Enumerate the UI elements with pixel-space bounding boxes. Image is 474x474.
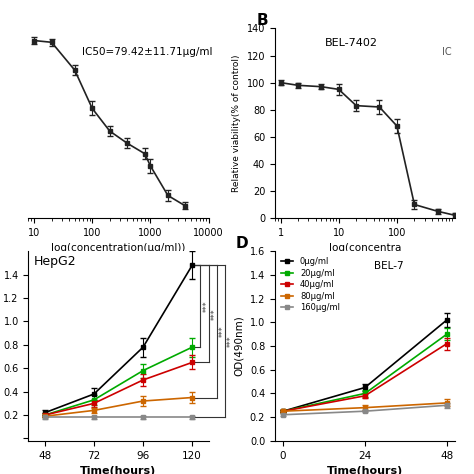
Text: D: D bbox=[235, 236, 248, 251]
Y-axis label: Relative viability(% of control): Relative viability(% of control) bbox=[232, 55, 241, 192]
Text: IC: IC bbox=[442, 47, 451, 57]
Text: ***: *** bbox=[219, 326, 228, 337]
Text: ***: *** bbox=[202, 301, 211, 312]
X-axis label: log(concentration(μg/ml)): log(concentration(μg/ml)) bbox=[51, 243, 186, 253]
Text: ***: *** bbox=[227, 336, 236, 347]
Text: IC50=79.42±11.71μg/ml: IC50=79.42±11.71μg/ml bbox=[82, 47, 213, 57]
X-axis label: Time(hours): Time(hours) bbox=[327, 466, 403, 474]
Y-axis label: OD(490nm): OD(490nm) bbox=[234, 316, 244, 376]
Text: HepG2: HepG2 bbox=[34, 255, 76, 268]
Text: BEL-7: BEL-7 bbox=[374, 261, 403, 271]
Legend: 0μg/ml, 20μg/ml, 40μg/ml, 80μg/ml, 160μg/ml: 0μg/ml, 20μg/ml, 40μg/ml, 80μg/ml, 160μg… bbox=[279, 255, 342, 314]
Text: BEL-7402: BEL-7402 bbox=[325, 38, 378, 48]
Text: ***: *** bbox=[210, 308, 219, 319]
Text: B: B bbox=[257, 13, 269, 28]
X-axis label: Time(hours): Time(hours) bbox=[81, 466, 156, 474]
X-axis label: log(concentra: log(concentra bbox=[329, 243, 401, 253]
